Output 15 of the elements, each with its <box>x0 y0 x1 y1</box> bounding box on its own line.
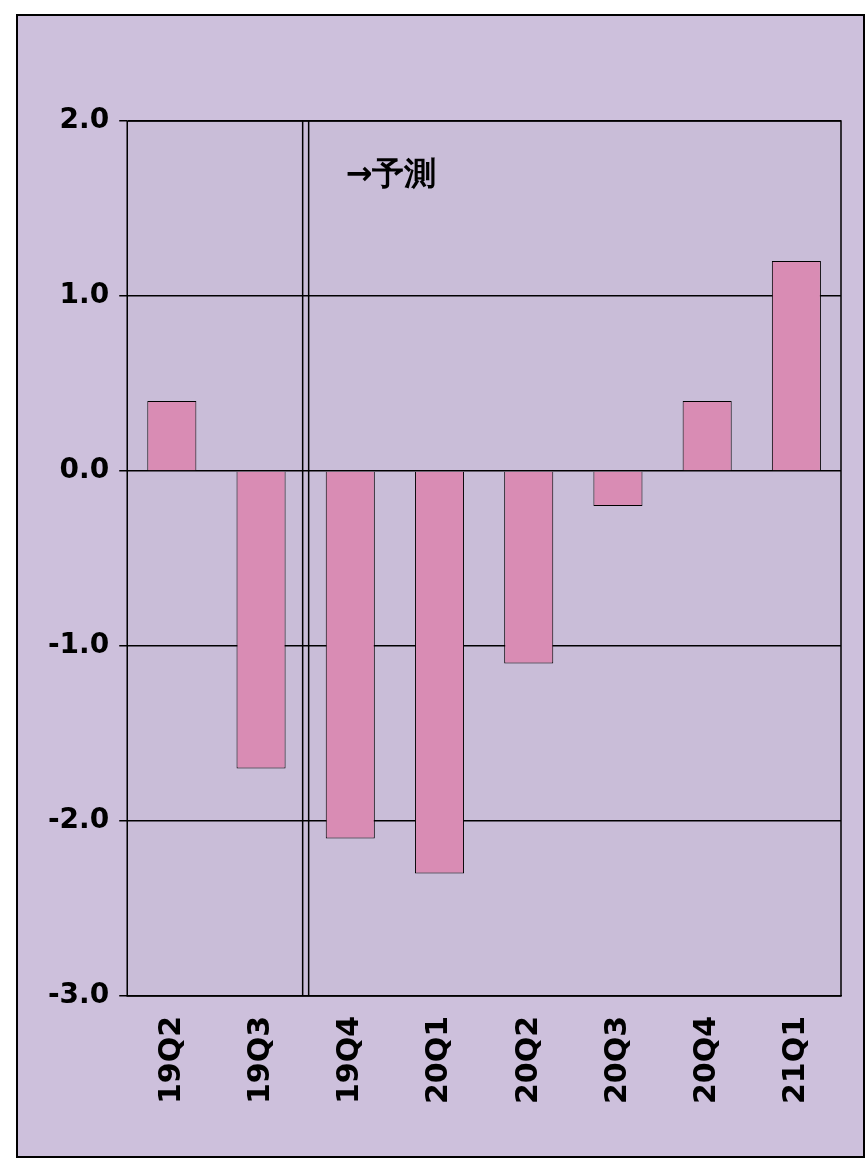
y-tick-label: -2.0 <box>47 802 110 836</box>
x-tick-label: 20Q3 <box>597 1015 633 1104</box>
x-tick-label: 21Q1 <box>776 1015 812 1104</box>
y-tick-label: -3.0 <box>47 977 110 1011</box>
y-tick-label: 0.0 <box>59 452 110 486</box>
y-tick-label: 2.0 <box>59 102 110 136</box>
x-tick-label: 20Q4 <box>686 1015 722 1104</box>
y-tick-label: -1.0 <box>47 627 110 661</box>
annotation: →予測 <box>345 154 437 193</box>
x-tick-label: 20Q1 <box>419 1015 455 1104</box>
y-tick-label: 1.0 <box>59 277 110 311</box>
x-tick-label: 19Q3 <box>240 1015 276 1104</box>
x-tick-label: 19Q4 <box>330 1015 366 1104</box>
x-tick-label: 19Q2 <box>151 1015 187 1104</box>
x-tick-label: 20Q2 <box>508 1015 544 1104</box>
